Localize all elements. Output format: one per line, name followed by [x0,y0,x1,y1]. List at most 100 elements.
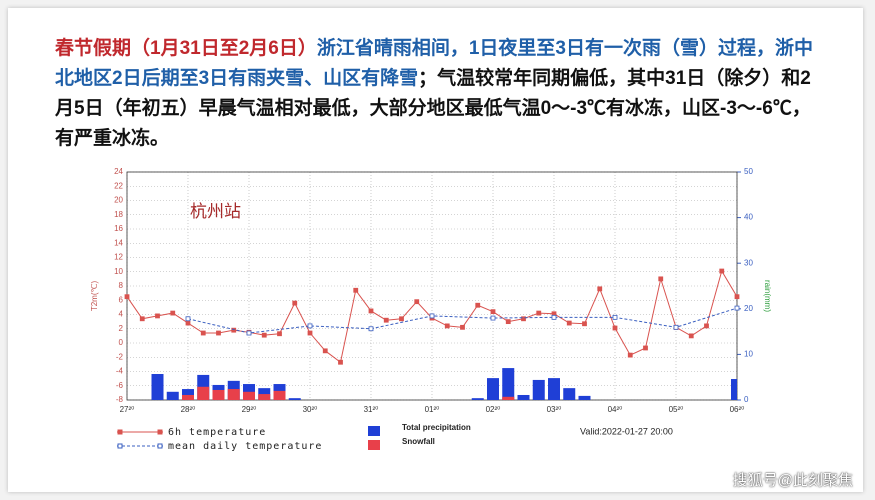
point [460,324,465,330]
x-tick-label: 30²⁰ [303,405,318,414]
x-tick-label: 31²⁰ [364,405,379,414]
point [185,320,191,326]
bar [517,394,530,400]
point [643,345,648,351]
point [231,327,237,333]
point [261,332,267,338]
y2-tick-label: 10 [744,350,753,359]
station-label: 杭州站 [190,202,241,221]
y-axis-label: T2m(℃) [90,281,99,312]
y-tick-label: 14 [114,238,123,247]
bar [273,390,286,400]
point [688,333,694,339]
point [292,300,298,306]
x-tick-label: 29²⁰ [242,405,257,414]
bar [502,368,515,400]
x-tick-label: 28²⁰ [181,405,196,414]
x-tick-label: 27²⁰ [120,405,135,414]
y-tick-label: 16 [114,224,123,233]
legend-marker [157,443,163,449]
bar [151,374,164,400]
bar [166,391,179,400]
line [187,307,738,334]
x-tick-label: 04²⁰ [608,405,623,414]
point [582,321,587,327]
y2-tick-label: 40 [744,213,753,222]
x-tick-label: 05²⁰ [669,405,684,414]
x-tick-label: 03²⁰ [547,405,562,414]
legend-label: mean daily temperature [168,441,322,452]
point [368,308,374,314]
y2-tick-label: 20 [744,304,753,313]
point [475,302,481,308]
bar [548,378,560,400]
bar [197,386,210,400]
point [124,294,130,300]
point [658,276,664,282]
point [627,352,633,358]
point [139,316,145,322]
y-tick-label: 12 [114,253,123,262]
y2-tick-label: 50 [744,167,753,176]
slide [8,8,863,492]
point [551,314,557,320]
legend-marker [157,429,163,435]
lead-text: 春节假期（1月31日至2月6日） [55,38,317,59]
bar [227,389,240,400]
bar [182,394,194,400]
legend-marker [117,443,123,449]
tail-text: ；气温较常年同期偏低，其中31日（除夕）和2月5日（年初五）早晨气温相对最低，大… [55,68,811,149]
y-tick-label: -2 [116,352,124,361]
legend-swatch [368,426,380,436]
y-tick-label: 2 [119,324,124,333]
y-tick-label: 20 [114,196,123,205]
bar [288,398,301,400]
point [368,326,374,332]
point [612,314,618,320]
point [734,305,740,311]
y2-axis-label: rain(mm) [763,280,772,312]
y-tick-label: -4 [116,367,124,376]
y-tick-label: 6 [119,295,124,304]
point [185,316,191,322]
point [353,287,359,293]
watermark: 搜狐号@此刻聚焦 [732,472,853,489]
x-tick-label: 06²⁰ [730,405,745,414]
plot-frame [126,171,738,401]
legend-label: Snowfall [402,437,435,446]
y-tick-label: 0 [119,338,124,347]
bar [212,389,225,400]
description: 春节假期（1月31日至2月6日）浙江省晴雨相间，1日夜里至3日有一次雨（雪）过程… [55,34,825,154]
valid-time: Valid:2022-01-27 20:00 [580,426,673,436]
y-tick-label: 10 [114,267,123,276]
bar [471,398,484,400]
point [307,330,313,336]
point [536,310,542,316]
point [200,330,206,336]
point [490,315,496,321]
point [338,359,343,365]
point [170,310,176,316]
bar [578,395,591,400]
point [307,323,313,329]
y-tick-label: 24 [114,167,123,176]
point [399,316,404,322]
bar [182,389,194,400]
point [673,324,679,330]
point [719,268,725,274]
bar [502,396,515,400]
point [505,319,511,325]
y-tick-label: 4 [119,310,124,319]
bar [563,388,576,400]
legend-label: Total precipitation [402,423,471,432]
point [414,299,420,305]
legend-label: 6h temperature [168,427,266,438]
y-tick-label: 18 [114,210,123,219]
point [155,313,160,319]
bar [532,379,545,400]
bar [243,391,255,400]
legend-marker [117,429,123,435]
y-tick-label: -8 [116,395,124,404]
point [521,316,526,322]
